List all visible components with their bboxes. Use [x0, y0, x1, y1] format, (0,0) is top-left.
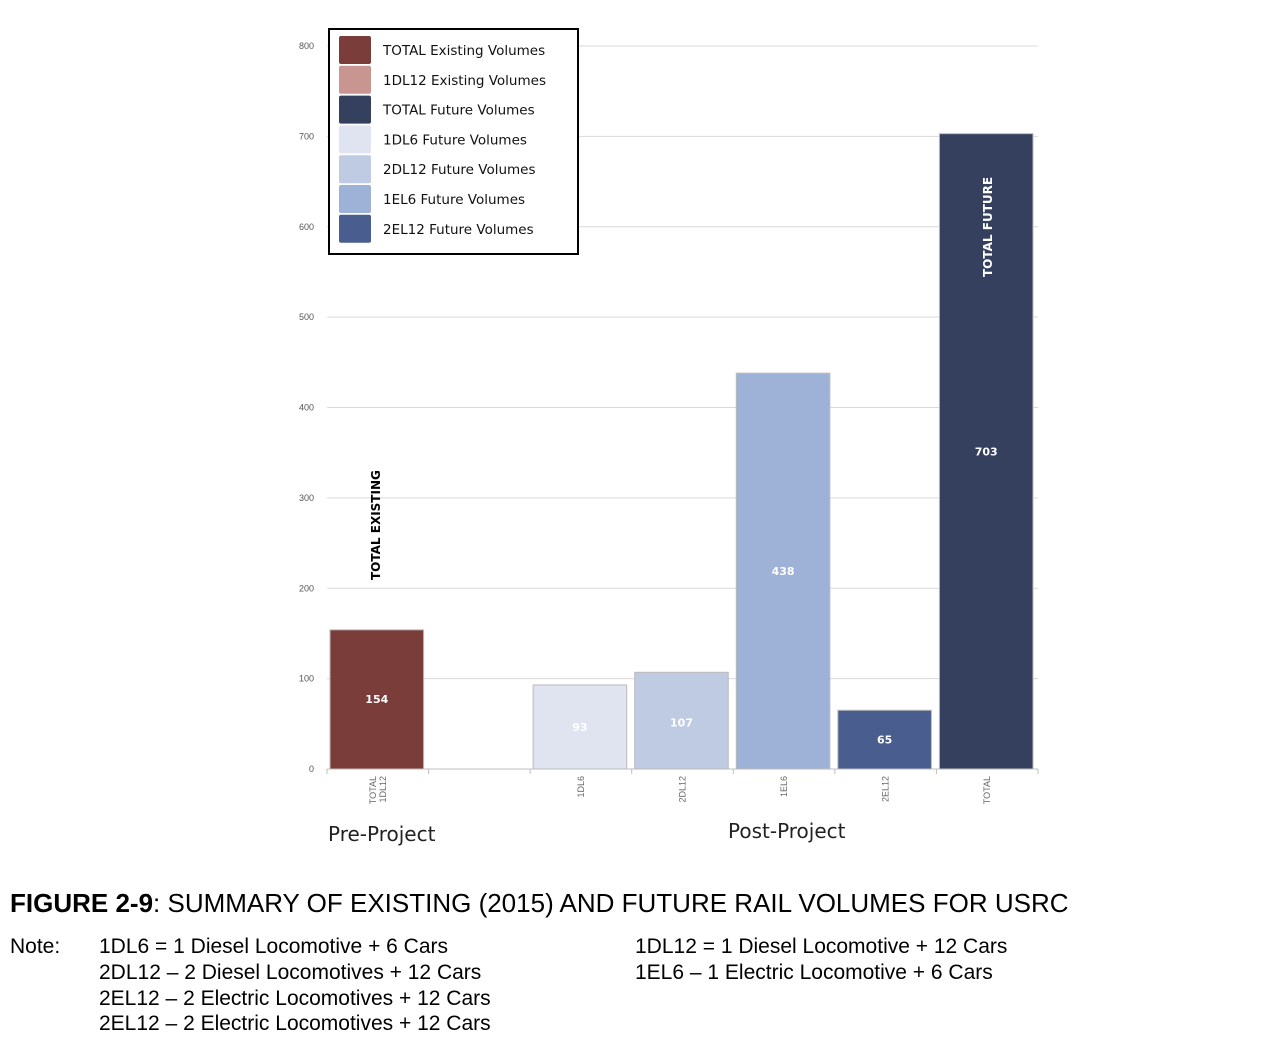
legend-label: 2DL12 Future Volumes — [383, 162, 536, 178]
legend-label: 1EL6 Future Volumes — [383, 192, 525, 208]
y-tick-label: 200 — [299, 583, 314, 593]
bar — [938, 133, 1034, 770]
legend-label: TOTAL Future Volumes — [382, 103, 535, 119]
x-tick-label: 2EL12 — [881, 776, 891, 802]
note-item: 1EL6 – 1 Electric Locomotive + 6 Cars — [635, 961, 993, 984]
annotation-total-existing: TOTAL EXISTING — [369, 470, 383, 580]
data-label: 107 — [670, 716, 693, 729]
data-label: 93 — [572, 721, 587, 734]
data-label: 65 — [877, 733, 892, 746]
bar — [532, 684, 628, 770]
bar — [837, 709, 932, 770]
x-tick-label: 2DL12 — [678, 776, 688, 803]
x-tick-label: TOTAL — [982, 776, 992, 804]
figure-title: : SUMMARY OF EXISTING (2015) AND FUTURE … — [153, 888, 1069, 918]
data-label: 438 — [772, 565, 795, 578]
bar — [634, 671, 729, 770]
group-label-pre-project: Pre-Project — [328, 822, 436, 846]
note-item: 1DL6 = 1 Diesel Locomotive + 6 Cars — [99, 935, 449, 958]
y-tick-label: 100 — [299, 674, 314, 684]
figure-label: FIGURE 2-9 — [10, 888, 154, 918]
note-item: 2EL12 – 2 Electric Locomotives + 12 Cars — [99, 987, 491, 1010]
x-tick-label: 1DL6 — [576, 776, 586, 798]
x-tick-label: 1DL12 — [378, 776, 388, 803]
note-item: 2EL12 – 2 Electric Locomotives + 12 Cars — [99, 1012, 491, 1035]
legend-swatch — [339, 185, 371, 213]
bar — [329, 629, 425, 770]
note-item: 2DL12 – 2 Diesel Locomotives + 12 Cars — [99, 961, 482, 984]
x-tick-label: 1EL6 — [779, 776, 789, 797]
legend-swatch — [339, 65, 371, 94]
legend-swatch — [339, 95, 371, 124]
legend-swatch — [339, 214, 371, 243]
y-tick-label: 800 — [299, 41, 314, 51]
annotation-total-future: TOTAL FUTURE — [981, 177, 995, 277]
y-tick-label: 600 — [299, 222, 314, 232]
legend-swatch — [339, 125, 371, 154]
legend-swatch — [339, 155, 371, 184]
y-tick-label: 700 — [299, 131, 314, 141]
note-item: 1DL12 = 1 Diesel Locomotive + 12 Cars — [635, 935, 1008, 958]
y-tick-label: 0 — [309, 764, 314, 774]
figure-caption: FIGURE 2-9: SUMMARY OF EXISTING (2015) A… — [10, 888, 1069, 919]
legend-label: TOTAL Existing Volumes — [382, 43, 545, 59]
legend-label: 1DL6 Future Volumes — [383, 132, 527, 148]
group-label-post-project: Post-Project — [728, 819, 846, 843]
legend-label: 1DL12 Existing Volumes — [383, 73, 546, 89]
y-tick-label: 400 — [299, 403, 314, 413]
x-tick-label: TOTAL — [368, 776, 378, 804]
data-label: 703 — [975, 446, 998, 459]
y-tick-label: 500 — [299, 312, 314, 322]
y-tick-label: 300 — [299, 493, 314, 503]
notes-heading: Note: — [10, 935, 61, 958]
legend-label: 2EL12 Future Volumes — [383, 222, 534, 238]
legend-swatch — [339, 36, 371, 64]
bar — [735, 372, 831, 770]
data-label: 154 — [365, 693, 388, 706]
